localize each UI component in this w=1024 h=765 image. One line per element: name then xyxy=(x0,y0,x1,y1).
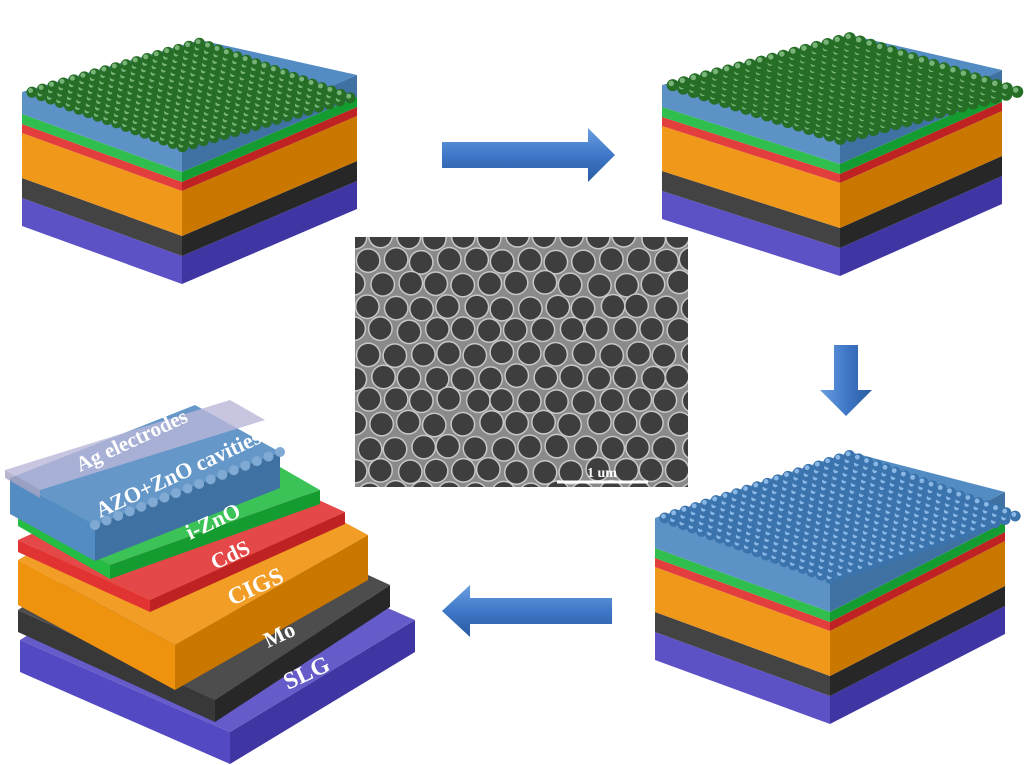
sem-image: 1 um xyxy=(355,237,688,487)
layer-cigs xyxy=(655,541,1005,676)
final-device-stepped-stack xyxy=(5,400,415,764)
layer-cds xyxy=(662,102,1002,183)
stack-step1-green-spheres xyxy=(22,37,357,284)
layer-izno xyxy=(22,97,357,182)
layer-cds xyxy=(655,532,1005,631)
layer-mo xyxy=(655,586,1005,696)
layer-mo xyxy=(22,161,357,256)
slab-ag xyxy=(5,400,265,498)
arrow-right-icon xyxy=(442,128,615,182)
layer-cigs xyxy=(662,111,1002,228)
layer-cds xyxy=(22,107,357,191)
arrow-down-icon xyxy=(820,345,872,416)
layer-slg xyxy=(22,181,357,284)
sphere-array xyxy=(666,32,1024,145)
sphere-array xyxy=(659,450,1021,584)
layer-slg xyxy=(662,176,1002,276)
layer-mo xyxy=(662,156,1002,248)
layer-slg xyxy=(655,606,1005,724)
stack-step2-green-spheres-on-azo xyxy=(662,32,1024,276)
layer-izno xyxy=(655,522,1005,622)
layer-cigs xyxy=(22,116,357,236)
arrow-left-icon xyxy=(442,585,612,637)
scale-bar-label: 1 um xyxy=(587,466,617,481)
stack-step3-azo-cavities xyxy=(655,450,1021,724)
sphere-array xyxy=(26,37,356,153)
